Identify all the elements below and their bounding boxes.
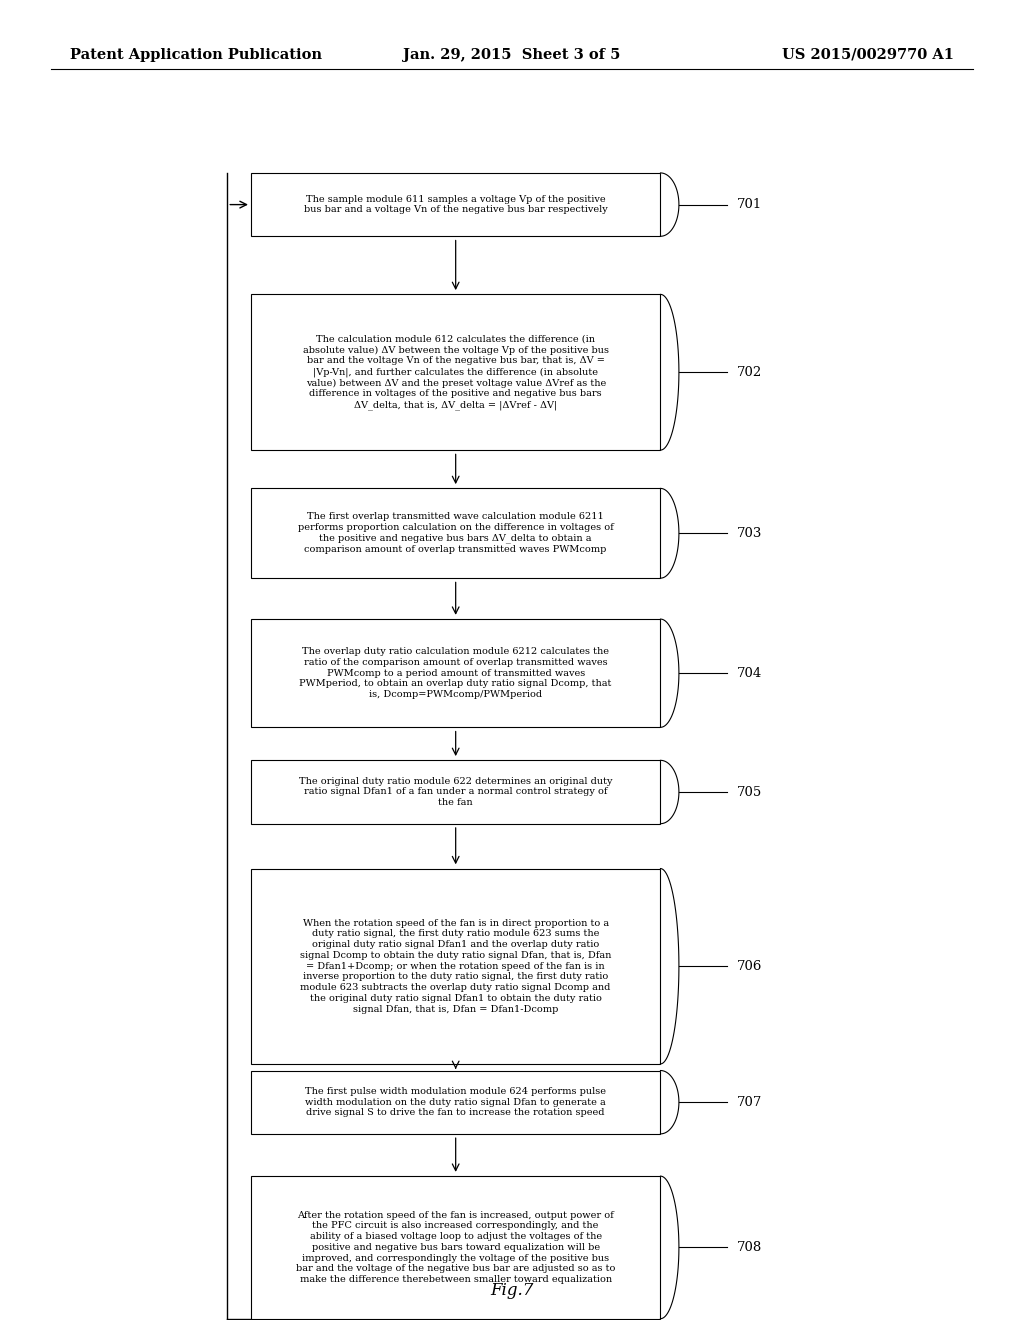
Text: The original duty ratio module 622 determines an original duty
ratio signal Dfan: The original duty ratio module 622 deter… (299, 776, 612, 808)
Text: The first pulse width modulation module 624 performs pulse
width modulation on t: The first pulse width modulation module … (305, 1086, 606, 1118)
FancyBboxPatch shape (251, 1176, 660, 1319)
Text: The first overlap transmitted wave calculation module 6211
performs proportion c: The first overlap transmitted wave calcu… (298, 512, 613, 554)
Text: Patent Application Publication: Patent Application Publication (70, 48, 322, 62)
Text: 705: 705 (737, 785, 763, 799)
FancyBboxPatch shape (251, 760, 660, 824)
Text: The overlap duty ratio calculation module 6212 calculates the
ratio of the compa: The overlap duty ratio calculation modul… (299, 647, 612, 700)
FancyBboxPatch shape (251, 1071, 660, 1134)
Text: 701: 701 (737, 198, 763, 211)
FancyBboxPatch shape (251, 488, 660, 578)
Text: Fig.7: Fig.7 (490, 1283, 534, 1299)
Text: After the rotation speed of the fan is increased, output power of
the PFC circui: After the rotation speed of the fan is i… (296, 1210, 615, 1284)
Text: 702: 702 (737, 366, 763, 379)
Text: 703: 703 (737, 527, 763, 540)
Text: The sample module 611 samples a voltage Vp of the positive
bus bar and a voltage: The sample module 611 samples a voltage … (304, 195, 607, 214)
FancyBboxPatch shape (251, 173, 660, 236)
Text: 708: 708 (737, 1241, 763, 1254)
FancyBboxPatch shape (251, 869, 660, 1064)
Text: 706: 706 (737, 960, 763, 973)
Text: 704: 704 (737, 667, 763, 680)
Text: The calculation module 612 calculates the difference (in
absolute value) ΔV betw: The calculation module 612 calculates th… (303, 335, 608, 409)
Text: US 2015/0029770 A1: US 2015/0029770 A1 (782, 48, 954, 62)
FancyBboxPatch shape (251, 619, 660, 727)
Text: Jan. 29, 2015  Sheet 3 of 5: Jan. 29, 2015 Sheet 3 of 5 (403, 48, 621, 62)
FancyBboxPatch shape (251, 294, 660, 450)
Text: 707: 707 (737, 1096, 763, 1109)
Text: When the rotation speed of the fan is in direct proportion to a
duty ratio signa: When the rotation speed of the fan is in… (300, 919, 611, 1014)
